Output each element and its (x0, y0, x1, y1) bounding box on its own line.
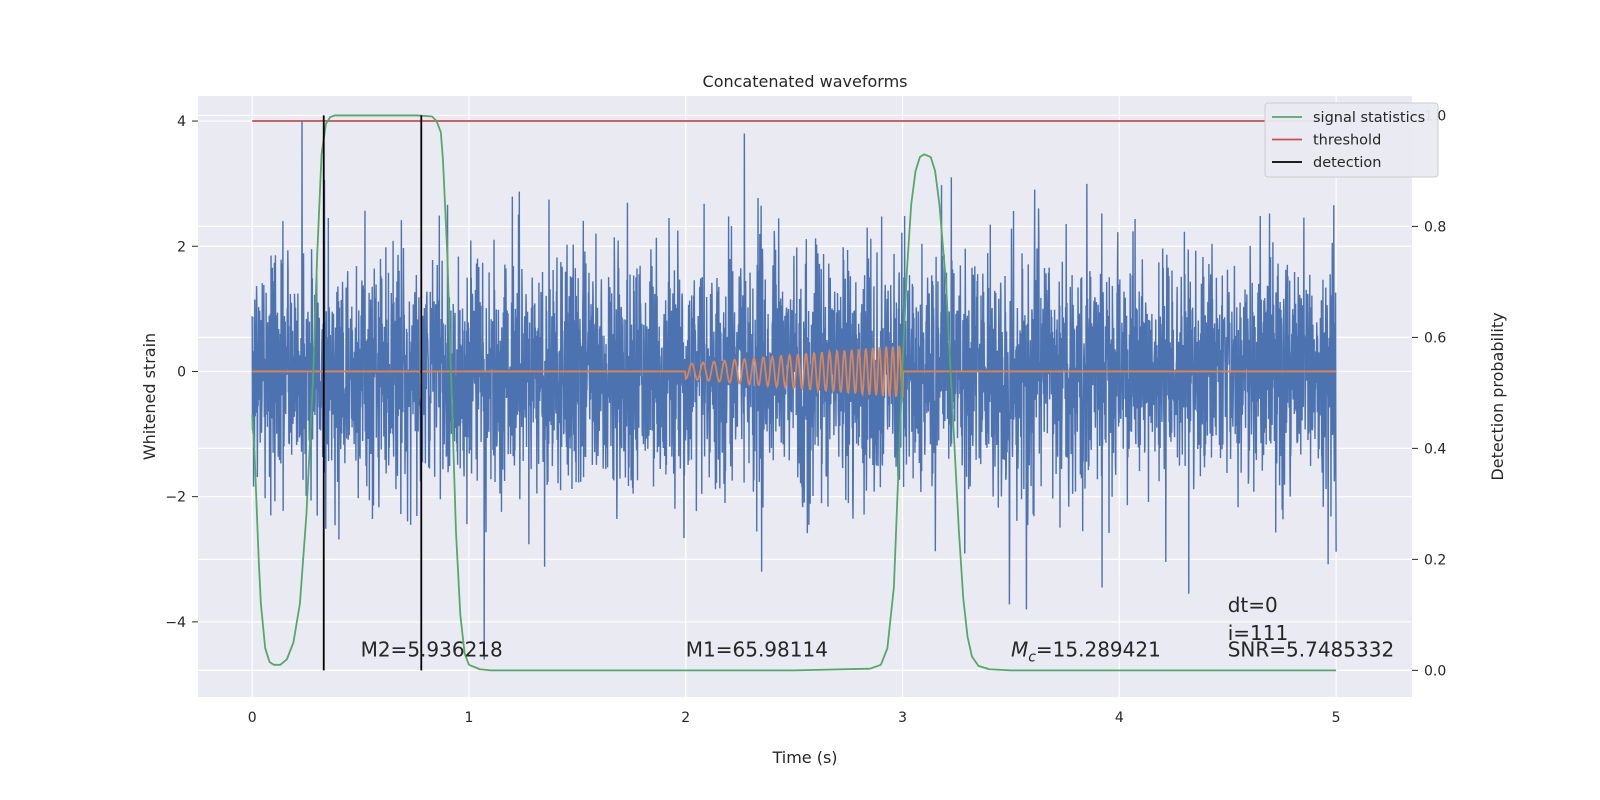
legend-label: detection (1313, 155, 1381, 171)
legend: signal statistics threshold detection (1264, 102, 1439, 178)
legend-box (1264, 102, 1439, 178)
legend-label: signal statistics (1313, 110, 1425, 126)
annotation-text: M2=5.936218 (361, 637, 503, 661)
chart-title: Concatenated waveforms (703, 72, 908, 91)
annotation-text: dt=0 (1228, 593, 1278, 617)
annotations: M2=5.936218 M1=65.98114 Mc=15.289421 SNR=5.… (361, 593, 1395, 665)
annotation-text: i=111 (1228, 621, 1289, 645)
y2-tick-label: 0.6 (1424, 330, 1446, 346)
y-tick-label: −4 (165, 615, 186, 631)
x-axis-ticks: 0 1 2 3 4 5 (248, 710, 1341, 726)
y2-tick-label: 0.8 (1424, 219, 1446, 235)
y2-tick-label: 0.4 (1424, 441, 1446, 457)
y-tick-label: 4 (177, 114, 186, 130)
y-axis-ticks: 4 2 0 −2 −4 (165, 114, 198, 631)
strain-series-line (251, 121, 1337, 660)
x-axis-label: Time (s) (771, 748, 837, 767)
y2-tick-label: 0.0 (1424, 663, 1446, 679)
y2-tick-label: 0.2 (1424, 552, 1446, 568)
annotation-subscript: c (1028, 649, 1036, 665)
y-tick-label: 2 (177, 239, 186, 255)
x-tick-label: 1 (465, 710, 474, 726)
y2-axis-ticks: 1.00.80.60.40.20.0 (1412, 108, 1446, 679)
annotation-text: SNR=5.7485332 (1228, 637, 1394, 661)
x-tick-label: 3 (898, 710, 907, 726)
annotation-value: =15.289421 (1036, 637, 1161, 661)
waveform-series-line (252, 345, 1337, 398)
x-tick-label: 5 (1332, 710, 1341, 726)
y-tick-label: 0 (177, 364, 186, 380)
y-tick-label: −2 (165, 490, 186, 506)
annotation-text: M1=65.98114 (686, 637, 828, 661)
y2-axis-label: Detection probability (1488, 312, 1507, 480)
legend-label: threshold (1313, 133, 1381, 149)
x-tick-label: 2 (681, 710, 690, 726)
y-axis-label: Whitened strain (140, 333, 159, 460)
plot-content (251, 114, 1337, 672)
annotation-symbol: M (1011, 637, 1028, 661)
x-tick-label: 4 (1115, 710, 1124, 726)
annotation-text: Mc=15.289421 (1011, 637, 1161, 665)
x-tick-label: 0 (248, 710, 257, 726)
signal-statistics-line (251, 114, 1337, 672)
